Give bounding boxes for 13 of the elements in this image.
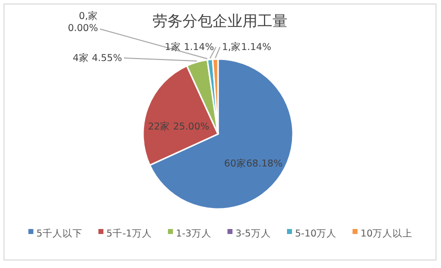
legend-label: 5千人以下 [36, 228, 82, 240]
data-label: 60家68.18% [224, 158, 282, 170]
chart-title: 劳务分包企业用工量 [152, 12, 288, 30]
legend-label: 5千-1万人 [106, 228, 152, 240]
data-label: 1,家1.14% [222, 41, 272, 53]
data-label: 4家 4.55% [72, 52, 122, 64]
legend-label: 10万人以上 [360, 228, 413, 240]
data-label: 22家 25.00% [148, 120, 210, 132]
text: 0,家 0.00% [68, 11, 98, 34]
legend-label: 1-3万人 [176, 228, 212, 240]
data-label: 1家 1.14% [164, 41, 214, 53]
legend-label: 3-5万人 [235, 228, 271, 240]
legend-label: 5-10万人 [294, 228, 337, 240]
